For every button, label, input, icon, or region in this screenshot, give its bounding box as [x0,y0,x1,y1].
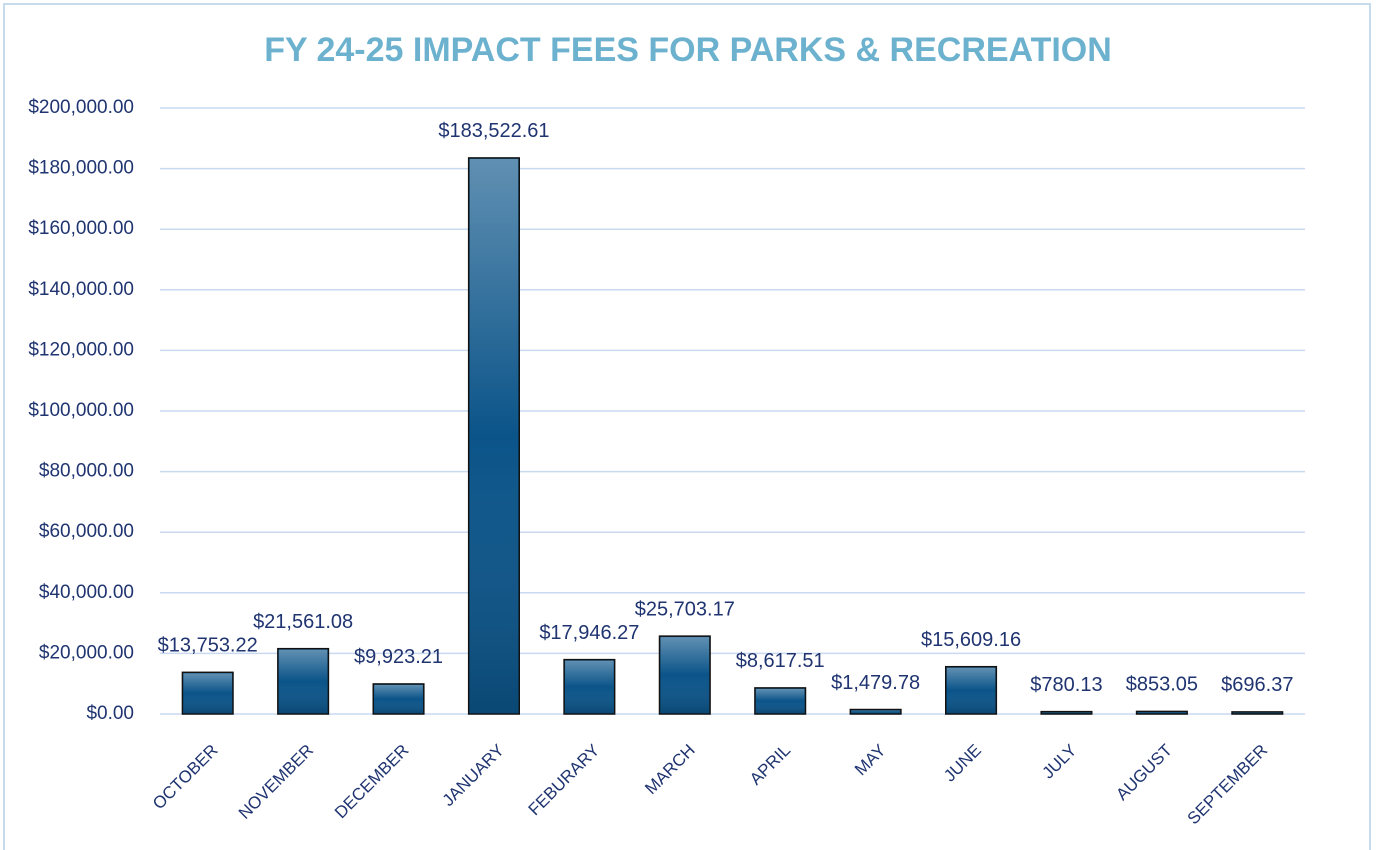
value-label: $780.13 [1030,674,1102,696]
y-tick-label: $20,000.00 [39,642,134,663]
y-tick-label: $0.00 [86,703,134,724]
y-tick-label: $120,000.00 [28,339,134,360]
chart-border [3,3,1371,850]
value-label: $853.05 [1126,674,1198,696]
y-tick-label: $200,000.00 [28,97,134,118]
value-label: $25,703.17 [635,598,735,620]
value-label: $9,923.21 [354,646,443,668]
bar-shine [469,158,519,713]
value-label: $696.37 [1221,674,1293,696]
y-tick-label: $140,000.00 [28,279,134,300]
y-tick-label: $100,000.00 [28,400,134,421]
chart-title: FY 24-25 IMPACT FEES FOR PARKS & RECREAT… [264,31,1112,69]
bar-shine [755,688,805,713]
value-label: $1,479.78 [831,672,920,694]
bar-shine [565,660,614,713]
value-label: $21,561.08 [253,611,353,633]
value-label: $17,946.27 [539,622,639,644]
y-tick-label: $180,000.00 [28,158,134,179]
y-tick-label: $40,000.00 [39,582,134,603]
bar-shine [851,710,900,713]
bar-shine [183,673,232,713]
value-label: $13,753.22 [158,635,258,657]
value-label: $15,609.16 [921,629,1021,651]
y-tick-label: $60,000.00 [39,521,134,542]
bar-shine [374,684,423,713]
bar-shine [660,637,710,713]
value-label: $183,522.61 [438,120,549,142]
y-tick-label: $160,000.00 [28,218,134,239]
value-label: $8,617.51 [736,650,825,672]
y-tick-label: $80,000.00 [39,461,134,482]
bar-shine [946,667,996,713]
bar-shine [278,649,328,713]
bar-shine [1137,712,1187,713]
